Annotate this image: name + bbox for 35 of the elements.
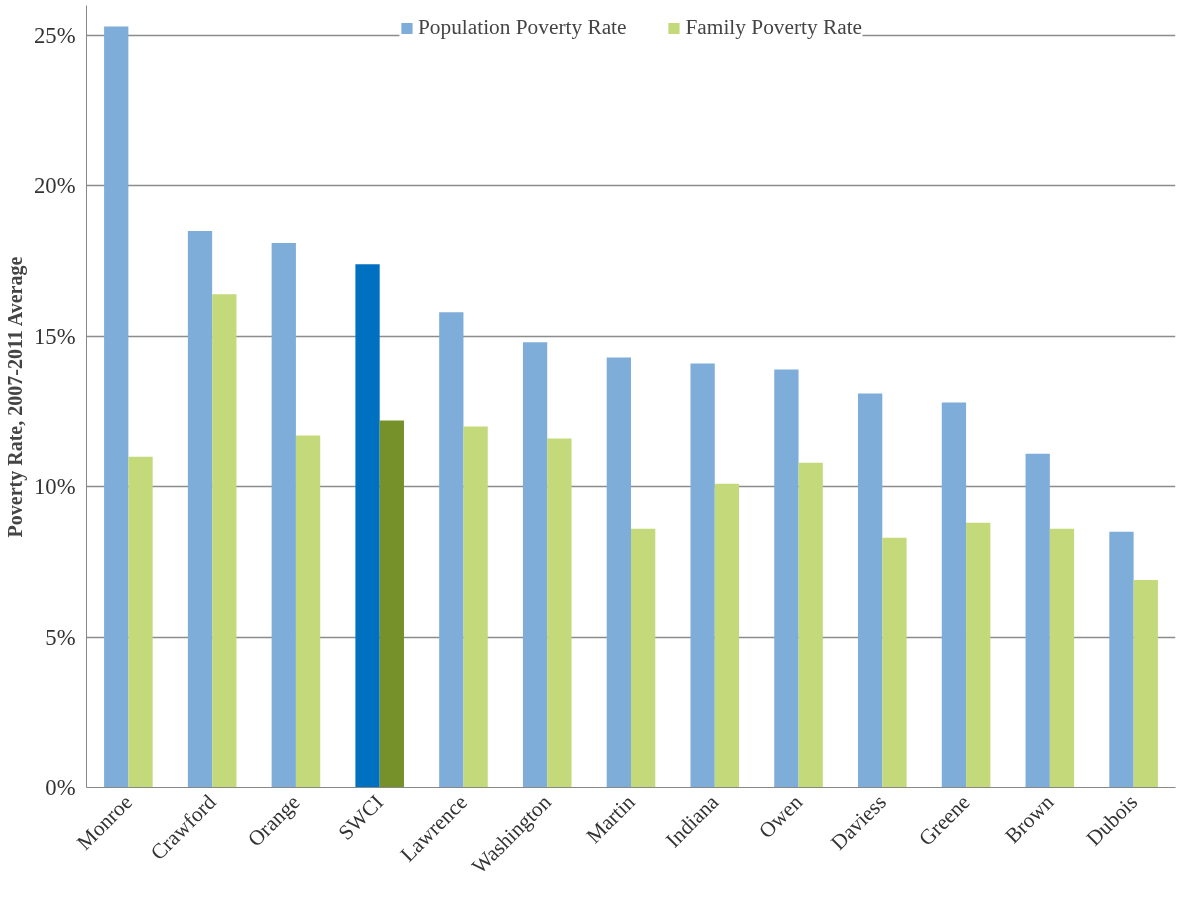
bar <box>295 435 321 788</box>
legend-label: Population Poverty Rate <box>417 15 627 40</box>
bar <box>1109 531 1134 788</box>
bar <box>858 393 883 788</box>
y-tick-label: 25% <box>33 23 76 49</box>
bar <box>128 456 153 788</box>
y-axis-title: Poverty Rate, 2007-2011 Average <box>3 256 27 538</box>
bar <box>941 402 967 788</box>
bar <box>606 357 631 788</box>
bar <box>631 528 656 788</box>
bar <box>1049 528 1075 788</box>
y-tick-label: 20% <box>33 173 76 199</box>
bar <box>714 483 740 788</box>
bar <box>966 522 991 788</box>
bar <box>774 369 799 788</box>
bar <box>439 312 464 788</box>
bar <box>547 438 572 788</box>
y-tick-label: 0% <box>45 775 76 800</box>
y-tick-label: 15% <box>33 323 76 349</box>
bar <box>187 231 213 788</box>
bar <box>882 537 907 788</box>
legend-label: Family Poverty Rate <box>685 15 863 40</box>
bar <box>690 363 715 788</box>
bar <box>463 426 488 788</box>
y-tick-label: 5% <box>45 624 76 650</box>
bar <box>1025 453 1050 788</box>
bar <box>522 342 548 788</box>
bar <box>798 462 823 788</box>
bar <box>1133 579 1158 788</box>
bar <box>355 264 380 788</box>
y-tick-label: 10% <box>33 474 76 500</box>
bar <box>212 294 237 788</box>
bar <box>271 243 296 788</box>
bar <box>104 26 129 788</box>
bar <box>379 420 404 788</box>
